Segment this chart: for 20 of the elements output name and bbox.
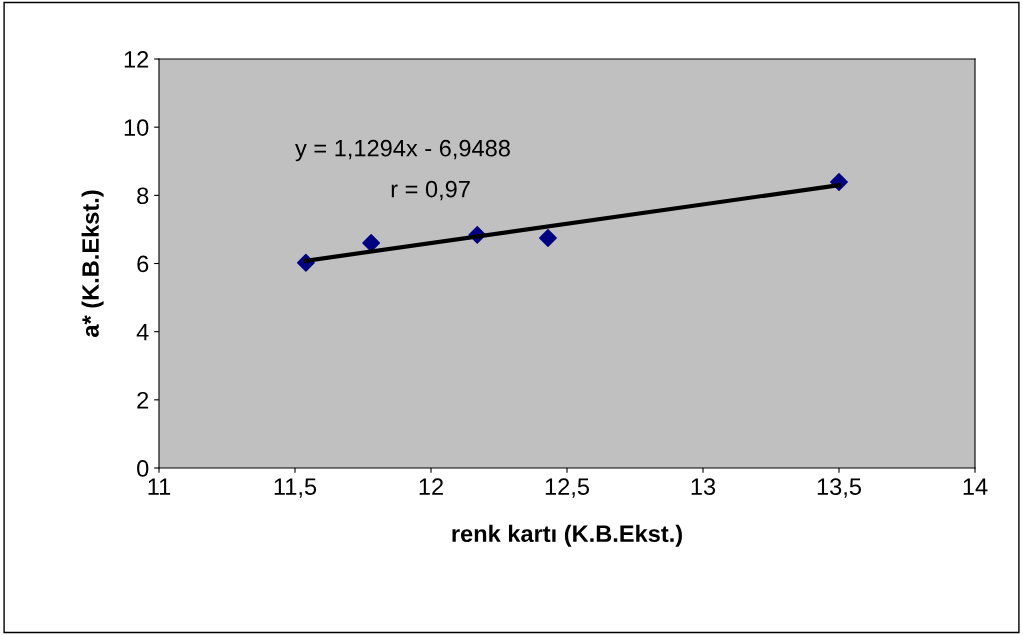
y-tick-label: 10 (124, 119, 149, 136)
annotation: r = 0,97 (391, 180, 470, 201)
x-axis-title: renk kartı (K.B.Ekst.) (452, 524, 682, 547)
y-tick-label: 0 (137, 460, 149, 477)
x-tick-label: 12 (419, 478, 443, 495)
x-tick-label: 11,5 (274, 478, 317, 498)
annotation: y = 1,1294x - 6,9488 (295, 139, 510, 162)
point (362, 234, 381, 252)
y-tick-label: 4 (136, 323, 149, 341)
x-tick-label: 14 (963, 478, 988, 495)
x-tick-label: 11 (148, 478, 171, 495)
y-tick-label: 6 (137, 255, 149, 273)
y-axis-title: a* (K.B.Ekst.) (81, 190, 104, 337)
point (539, 229, 557, 247)
x-tick-label: 13,5 (817, 478, 861, 498)
y-tick-label: 2 (137, 391, 149, 409)
x-tick-label: 13 (691, 478, 716, 496)
y-tick-label: 12 (124, 51, 149, 68)
x-tick-label: 12,5 (545, 478, 589, 498)
y-tick-label: 8 (137, 187, 149, 205)
